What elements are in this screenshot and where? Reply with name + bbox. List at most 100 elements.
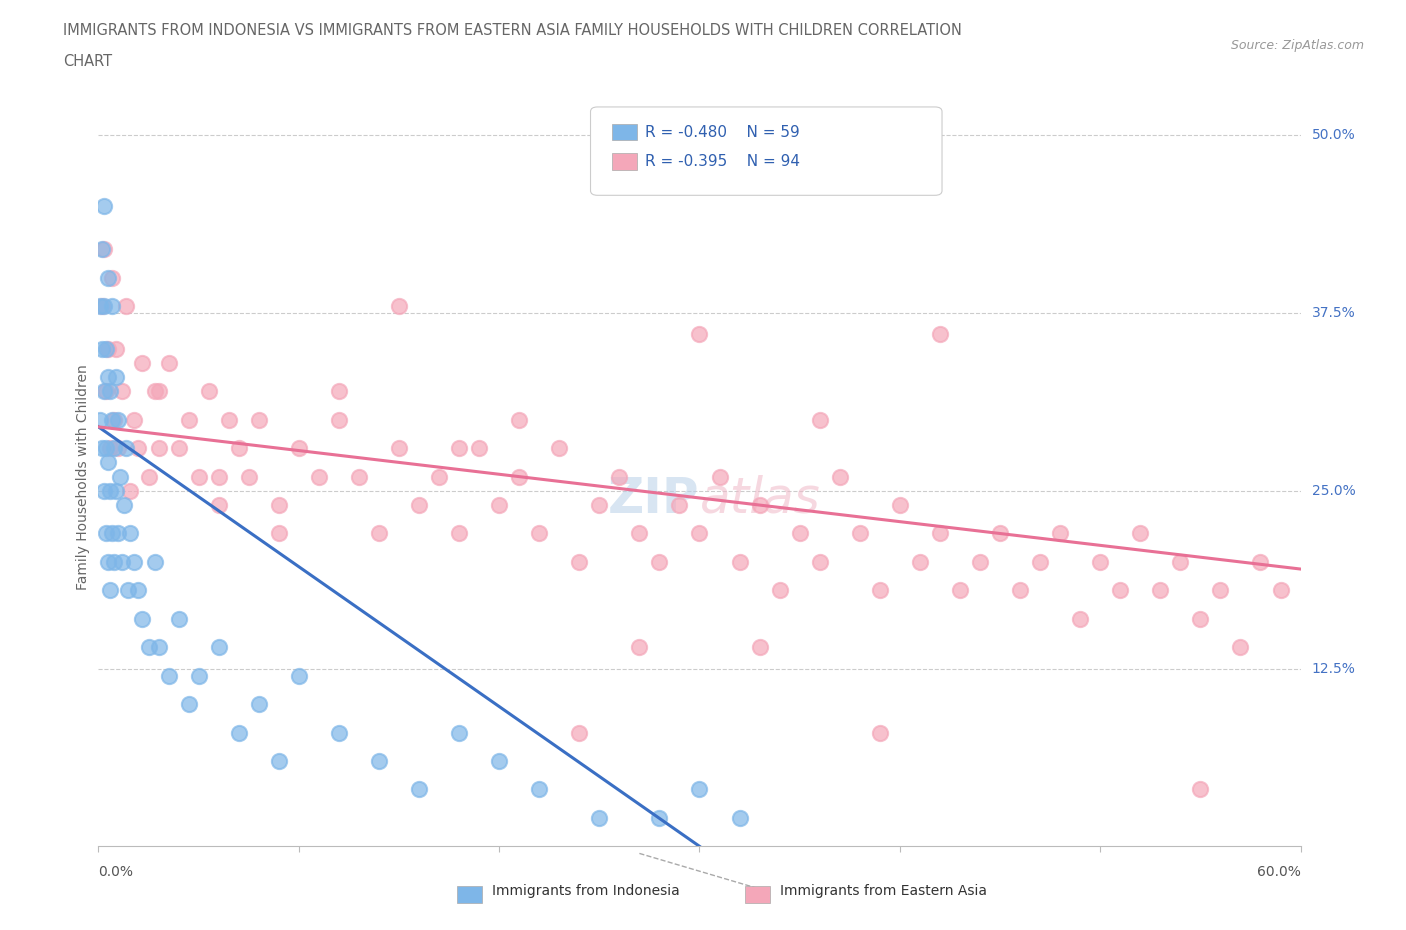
Point [808, 554, 831, 569]
Point [96, 384, 118, 399]
Point [91, 341, 114, 356]
Point [688, 327, 710, 342]
Point [89, 299, 111, 313]
Point [1129, 526, 1152, 541]
Point [869, 583, 891, 598]
Point [728, 810, 751, 825]
Text: 25.0%: 25.0% [1312, 484, 1355, 498]
Point [114, 498, 136, 512]
Point [688, 782, 710, 797]
Point [89, 412, 111, 427]
Point [1229, 640, 1251, 655]
Point [628, 526, 651, 541]
Point [508, 412, 530, 427]
Point [609, 470, 631, 485]
Point [748, 640, 770, 655]
Y-axis label: Family Households with Children: Family Households with Children [76, 364, 90, 590]
Point [447, 441, 470, 456]
Point [529, 782, 551, 797]
Point [107, 441, 129, 456]
Point [1189, 611, 1212, 626]
Point [388, 299, 411, 313]
Point [218, 412, 240, 427]
Point [1049, 526, 1071, 541]
Point [148, 384, 170, 399]
Text: 37.5%: 37.5% [1312, 306, 1355, 320]
Point [247, 697, 270, 711]
Point [101, 270, 124, 285]
Point [1170, 554, 1192, 569]
Point [447, 725, 470, 740]
Text: Immigrants from Eastern Asia: Immigrants from Eastern Asia [780, 884, 987, 898]
Point [148, 640, 170, 655]
Point [849, 526, 872, 541]
Point [138, 470, 160, 485]
Point [91, 299, 114, 313]
Point [488, 498, 510, 512]
Point [124, 412, 146, 427]
Point [91, 441, 114, 456]
Point [949, 583, 972, 598]
Point [103, 441, 125, 456]
Point [97, 341, 120, 356]
Point [96, 526, 118, 541]
Point [131, 611, 153, 626]
Point [111, 554, 134, 569]
Point [91, 242, 114, 257]
Point [288, 669, 311, 684]
Point [328, 384, 350, 399]
Point [100, 484, 122, 498]
Point [101, 299, 124, 313]
Point [588, 498, 610, 512]
Point [187, 669, 209, 684]
Point [101, 526, 124, 541]
Point [97, 554, 120, 569]
Point [177, 412, 200, 427]
Point [93, 484, 115, 498]
Point [103, 554, 125, 569]
Point [768, 583, 790, 598]
Text: 0.0%: 0.0% [98, 865, 134, 879]
Text: 50.0%: 50.0% [1312, 128, 1355, 142]
Point [167, 441, 190, 456]
Point [197, 384, 219, 399]
Point [688, 526, 710, 541]
Point [93, 242, 115, 257]
Text: R = -0.395    N = 94: R = -0.395 N = 94 [645, 154, 800, 169]
Point [347, 470, 370, 485]
Point [267, 526, 290, 541]
Point [103, 412, 125, 427]
Point [148, 441, 170, 456]
Point [548, 441, 571, 456]
Point [748, 498, 770, 512]
Point [107, 526, 129, 541]
Point [808, 412, 831, 427]
Point [208, 470, 231, 485]
Point [648, 810, 671, 825]
Point [120, 526, 142, 541]
Point [167, 611, 190, 626]
Point [988, 526, 1011, 541]
Point [107, 412, 129, 427]
Text: ZIP: ZIP [607, 475, 699, 523]
Point [1088, 554, 1111, 569]
Text: Source: ZipAtlas.com: Source: ZipAtlas.com [1230, 39, 1364, 52]
Point [709, 470, 731, 485]
Point [138, 640, 160, 655]
Point [100, 583, 122, 598]
Point [128, 583, 150, 598]
Point [267, 498, 290, 512]
Point [110, 470, 132, 485]
Point [908, 554, 931, 569]
Point [247, 412, 270, 427]
Point [1270, 583, 1292, 598]
Point [97, 270, 120, 285]
Point [929, 327, 952, 342]
Point [120, 484, 142, 498]
Point [568, 725, 591, 740]
Point [157, 355, 180, 370]
Point [105, 484, 128, 498]
Point [1109, 583, 1132, 598]
Point [124, 554, 146, 569]
Point [111, 384, 134, 399]
